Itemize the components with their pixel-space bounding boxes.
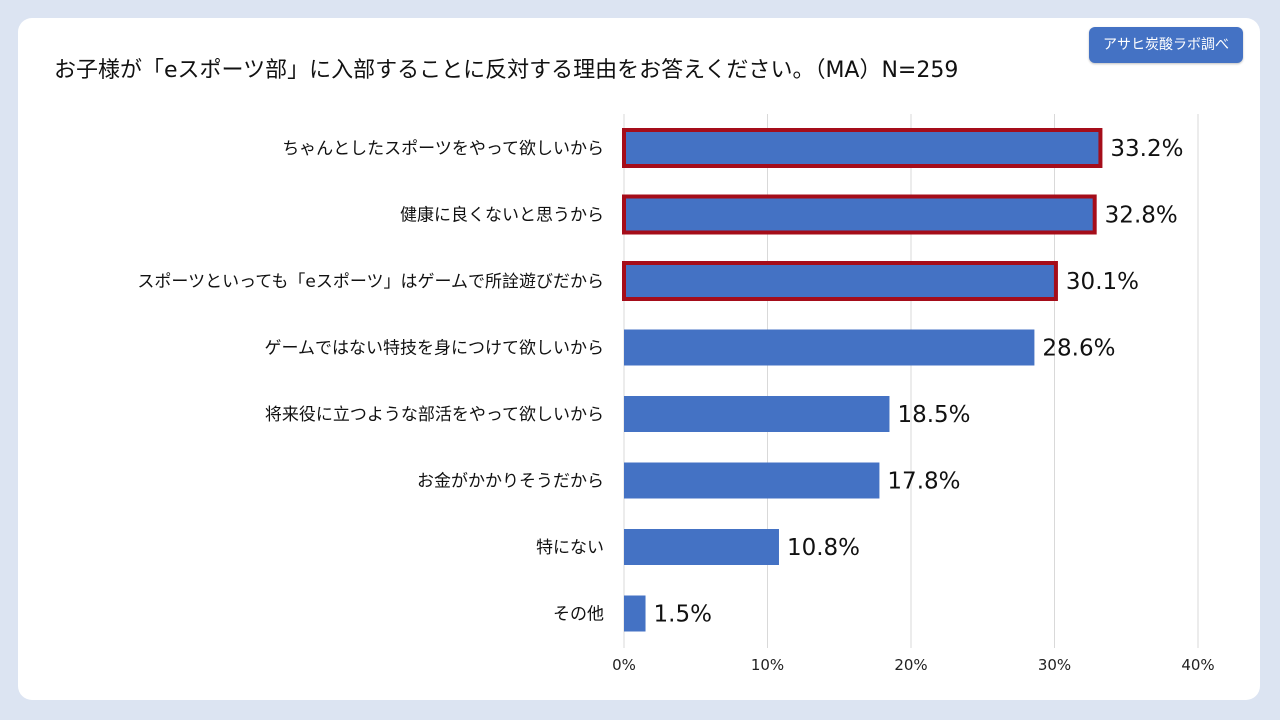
value-label: 10.8%: [787, 535, 860, 561]
category-label: ゲームではない特技を身につけて欲しいから: [265, 339, 605, 359]
x-tick-label: 40%: [1181, 656, 1214, 674]
bar-1-highlighted: [622, 128, 1103, 168]
bar-6: [624, 462, 880, 499]
bar-3-highlighted: [622, 261, 1058, 301]
bars: [622, 128, 1103, 632]
category-label: スポーツといっても「eスポーツ」はゲームで所詮遊びだから: [137, 272, 604, 292]
gridlines: [623, 114, 1199, 648]
bar-8: [624, 595, 646, 632]
bar-2-highlighted: [622, 194, 1097, 235]
x-tick-label: 0%: [612, 656, 636, 674]
x-tick-label: 30%: [1038, 656, 1071, 674]
value-label: 30.1%: [1066, 269, 1139, 295]
category-label: 健康に良くないと思うから: [400, 206, 604, 226]
x-tick-label: 10%: [751, 656, 784, 674]
category-label: 特にない: [536, 538, 604, 558]
x-tick-label: 20%: [894, 656, 927, 674]
value-label: 17.8%: [887, 469, 960, 495]
value-label: 18.5%: [897, 402, 970, 428]
bar-7: [624, 529, 779, 565]
value-label: 32.8%: [1105, 203, 1178, 229]
value-label: 33.2%: [1110, 136, 1183, 162]
category-label: ちゃんとしたスポーツをやって欲しいから: [282, 139, 604, 159]
category-label: その他: [553, 605, 604, 625]
source-badge: アサヒ炭酸ラボ調べ: [1089, 27, 1243, 63]
category-label: 将来役に立つような部活をやって欲しいから: [265, 405, 604, 425]
category-label: お金がかかりそうだから: [417, 472, 604, 492]
chart-title: お子様が「eスポーツ部」に入部することに反対する理由をお答えください。（MA）N…: [54, 58, 959, 83]
value-label: 28.6%: [1042, 336, 1115, 362]
labels: 0% 10% 20% 30% 40% ちゃんとしたスポーツをやって欲しいから 33.2% 健康…: [137, 136, 1214, 674]
bar-5: [624, 396, 890, 432]
value-label: 1.5%: [654, 602, 712, 628]
bar-4: [624, 329, 1035, 366]
